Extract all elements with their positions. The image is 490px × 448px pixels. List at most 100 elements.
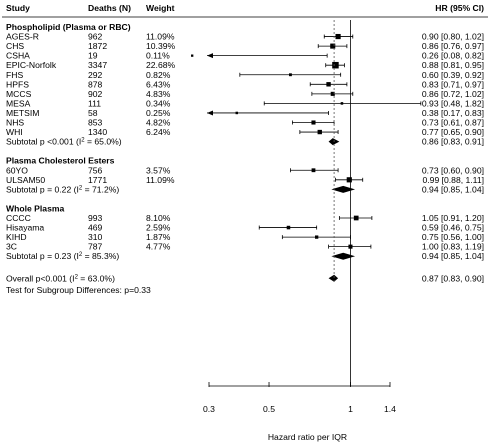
study-weight: 6.24% xyxy=(146,127,171,137)
subgroup-test-text: Test for Subgroup Differences: p=0.33 xyxy=(6,285,151,295)
study-point xyxy=(311,168,316,173)
study-deaths: 787 xyxy=(88,242,103,252)
study-weight: 0.25% xyxy=(146,108,171,118)
study-hr-ci: 0.38 [0.17, 0.83] xyxy=(422,108,484,118)
study-hr-ci: 1.05 [0.91, 1.20] xyxy=(422,213,484,223)
study-deaths: 1771 xyxy=(88,175,107,185)
study-label: MCCS xyxy=(6,89,32,99)
study-hr-ci: 0.73 [0.60, 0.90] xyxy=(422,165,484,175)
study-weight: 10.39% xyxy=(146,41,176,51)
group-heading: Phospholipid (Plasma or RBC) xyxy=(6,22,131,32)
study-hr-ci: 0.86 [0.72, 1.02] xyxy=(422,89,484,99)
study-point xyxy=(235,111,239,115)
study-deaths: 111 xyxy=(88,98,101,108)
study-label: KIHD xyxy=(6,232,27,242)
study-hr-ci: 0.90 [0.80, 1.02] xyxy=(422,32,484,42)
study-point xyxy=(311,120,316,125)
study-hr-ci: 0.83 [0.71, 0.97] xyxy=(422,79,484,89)
study-weight: 22.68% xyxy=(146,60,176,70)
overall-diamond xyxy=(328,274,339,282)
study-deaths: 58 xyxy=(88,108,98,118)
study-weight: 3.57% xyxy=(146,165,171,175)
study-point xyxy=(335,33,341,40)
study-point xyxy=(332,61,339,69)
study-label: HPFS xyxy=(6,79,29,89)
study-hr-ci: 0.88 [0.81, 0.95] xyxy=(422,60,484,70)
study-hr-ci: 0.75 [0.56, 1.00] xyxy=(422,232,484,242)
subtotal-label: Subtotal p = 0.22 (I2 = 71.2%) xyxy=(6,184,119,194)
subtotal-label: Subtotal p <0.001 (I2 = 65.0%) xyxy=(6,137,122,147)
study-deaths: 3347 xyxy=(88,60,107,70)
study-deaths: 878 xyxy=(88,79,103,89)
study-deaths: 853 xyxy=(88,118,103,128)
x-axis-tick-label: 1 xyxy=(348,404,353,414)
study-label: CCCC xyxy=(6,213,31,223)
study-weight: 4.83% xyxy=(146,89,171,99)
study-deaths: 962 xyxy=(88,32,103,42)
study-label: EPIC-Norfolk xyxy=(6,60,57,70)
study-label: Hisayama xyxy=(6,223,44,233)
study-ci-line-arrow xyxy=(207,110,213,116)
study-hr-ci: 0.93 [0.48, 1.82] xyxy=(422,98,484,108)
subtotal-label: Subtotal p = 0.23 (I2 = 85.3%) xyxy=(6,251,119,261)
header-weight: Weight xyxy=(146,3,175,13)
study-deaths: 902 xyxy=(88,89,103,99)
study-deaths: 756 xyxy=(88,165,103,175)
study-hr-ci: 0.77 [0.65, 0.90] xyxy=(422,127,484,137)
study-point xyxy=(330,43,336,49)
subtotal-diamond xyxy=(331,185,356,193)
study-label: FHS xyxy=(6,70,23,80)
study-point xyxy=(191,54,194,57)
study-label: ULSAM50 xyxy=(6,175,45,185)
x-axis-label: Hazard ratio per IQR xyxy=(268,432,347,442)
study-label: 60YO xyxy=(6,165,28,175)
study-hr-ci: 0.99 [0.88, 1.11] xyxy=(423,175,484,185)
group-heading: Whole Plasma xyxy=(6,203,64,213)
study-label: METSIM xyxy=(6,108,39,118)
study-weight: 1.87% xyxy=(146,232,171,242)
study-ci-line-arrow xyxy=(207,53,213,59)
study-hr-ci: 0.73 [0.61, 0.87] xyxy=(422,118,484,128)
study-weight: 4.77% xyxy=(146,242,171,252)
study-point xyxy=(317,129,322,135)
header-hr: HR (95% CI) xyxy=(435,3,484,13)
study-weight: 2.59% xyxy=(146,223,171,233)
study-hr-ci: 1.00 [0.83, 1.19] xyxy=(422,242,484,252)
study-label: 3C xyxy=(6,242,17,252)
header-deaths: Deaths (N) xyxy=(88,3,131,13)
study-label: MESA xyxy=(6,98,31,108)
study-hr-ci: 0.86 [0.76, 0.97] xyxy=(422,41,484,51)
study-label: CHS xyxy=(6,41,24,51)
subtotal-hr-ci: 0.94 [0.85, 1.04] xyxy=(422,251,484,261)
study-label: NHS xyxy=(6,118,24,128)
study-label: AGES-R xyxy=(6,32,39,42)
study-point xyxy=(340,102,344,105)
study-weight: 11.09% xyxy=(146,175,175,185)
subtotal-diamond xyxy=(331,252,356,260)
study-weight: 4.82% xyxy=(146,118,171,128)
x-axis-tick-label: 0.5 xyxy=(263,404,275,414)
subtotal-hr-ci: 0.94 [0.85, 1.04] xyxy=(422,184,484,194)
study-deaths: 19 xyxy=(88,51,98,61)
study-deaths: 1340 xyxy=(88,127,107,137)
study-deaths: 993 xyxy=(88,213,103,223)
study-label: CSHA xyxy=(6,51,30,61)
study-label: WHI xyxy=(6,127,23,137)
study-deaths: 292 xyxy=(88,70,103,80)
study-weight: 0.11% xyxy=(146,51,170,61)
study-point xyxy=(330,91,335,96)
study-point xyxy=(346,177,352,183)
header-study: Study xyxy=(6,3,30,13)
study-deaths: 469 xyxy=(88,223,103,233)
study-weight: 11.09% xyxy=(146,32,175,42)
study-deaths: 310 xyxy=(88,232,103,242)
overall-hr-ci: 0.87 [0.83, 0.90] xyxy=(422,273,484,283)
study-weight: 6.43% xyxy=(146,79,171,89)
overall-label: Overall p<0.001 (I2 = 63.0%) xyxy=(6,273,115,283)
study-weight: 0.34% xyxy=(146,98,171,108)
study-point xyxy=(286,225,291,230)
study-hr-ci: 0.26 [0.08, 0.82] xyxy=(422,51,484,61)
subtotal-hr-ci: 0.86 [0.83, 0.91] xyxy=(422,137,484,147)
